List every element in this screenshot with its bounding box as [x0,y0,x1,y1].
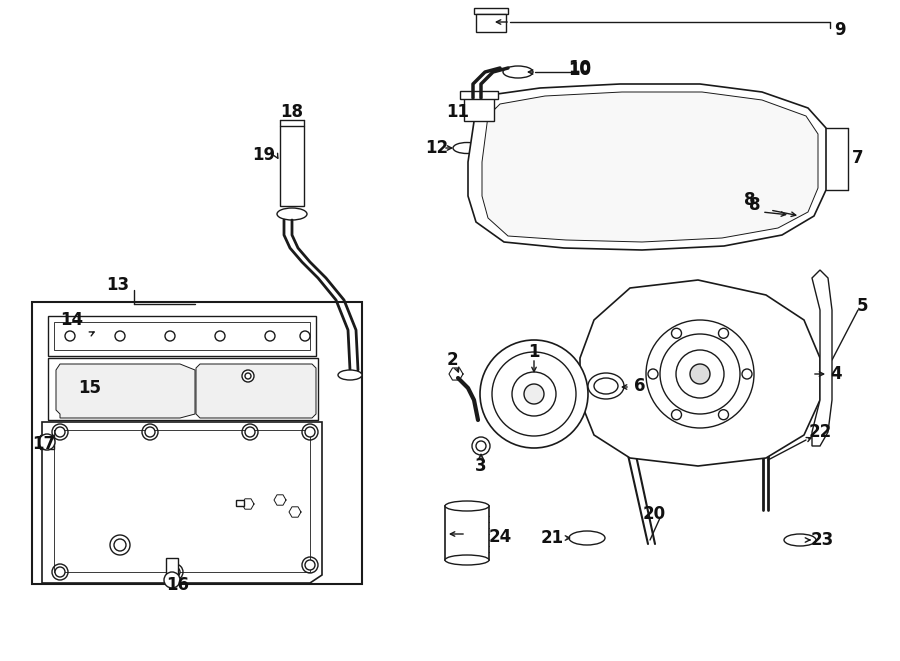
Circle shape [648,369,658,379]
Polygon shape [482,92,818,242]
Text: 21: 21 [540,529,563,547]
Circle shape [305,427,315,437]
Circle shape [164,572,180,588]
Bar [445,506,489,560]
Polygon shape [812,270,832,446]
Circle shape [245,373,251,379]
Text: 8: 8 [744,191,756,209]
Ellipse shape [594,378,618,394]
Polygon shape [580,280,820,466]
Bar [476,14,506,32]
Circle shape [524,384,544,404]
Ellipse shape [588,373,624,399]
Polygon shape [56,364,195,418]
Circle shape [742,369,752,379]
Circle shape [671,329,681,338]
Circle shape [65,331,75,341]
Bar [474,8,508,14]
Circle shape [245,427,255,437]
Text: 10: 10 [569,59,591,77]
Circle shape [676,350,724,398]
Polygon shape [196,364,316,418]
Text: 5: 5 [856,297,868,315]
Circle shape [170,567,180,577]
Text: 22: 22 [808,423,832,441]
Circle shape [472,437,490,455]
Bar [166,558,178,578]
Text: 16: 16 [166,576,190,594]
Circle shape [115,331,125,341]
Circle shape [114,539,126,551]
Text: 12: 12 [426,139,448,157]
Ellipse shape [445,555,489,565]
Circle shape [242,370,254,382]
Text: 19: 19 [252,146,275,164]
Text: 9: 9 [834,21,846,39]
Circle shape [718,329,728,338]
Circle shape [265,331,275,341]
Circle shape [690,364,710,384]
Text: 4: 4 [830,365,842,383]
Text: 1: 1 [528,343,540,361]
Circle shape [300,331,310,341]
Bar [54,322,310,350]
Bar [464,95,494,121]
Circle shape [145,427,155,437]
Text: 3: 3 [475,457,487,475]
Circle shape [55,427,65,437]
Circle shape [305,560,315,570]
Text: 6: 6 [634,377,646,395]
Text: 14: 14 [60,311,84,329]
Circle shape [476,441,486,451]
Ellipse shape [338,370,362,380]
Circle shape [165,331,175,341]
Bar [484,106,512,124]
Polygon shape [468,84,826,250]
Text: 15: 15 [78,379,102,397]
Polygon shape [48,358,318,420]
Text: 18: 18 [281,103,303,121]
Bar [32,302,362,584]
Circle shape [718,410,728,420]
Circle shape [480,340,588,448]
Ellipse shape [445,501,489,511]
Circle shape [512,372,556,416]
Text: 7: 7 [852,149,864,167]
Bar [40,435,54,449]
Circle shape [55,567,65,577]
Text: 2: 2 [446,351,458,369]
Polygon shape [42,422,322,583]
Text: 23: 23 [810,531,833,549]
Circle shape [646,320,754,428]
Polygon shape [48,316,316,356]
Circle shape [39,434,55,450]
Circle shape [660,334,740,414]
Bar [236,500,244,506]
Circle shape [215,331,225,341]
Text: 8: 8 [749,196,760,214]
Circle shape [671,410,681,420]
Text: 13: 13 [106,276,130,294]
Circle shape [492,352,576,436]
Text: 17: 17 [32,435,56,453]
Text: 24: 24 [489,528,511,546]
Text: 20: 20 [643,505,666,523]
Circle shape [110,535,130,555]
Text: 10: 10 [569,61,591,79]
Bar [280,126,304,206]
Text: 11: 11 [446,103,470,121]
Bar [460,91,498,99]
